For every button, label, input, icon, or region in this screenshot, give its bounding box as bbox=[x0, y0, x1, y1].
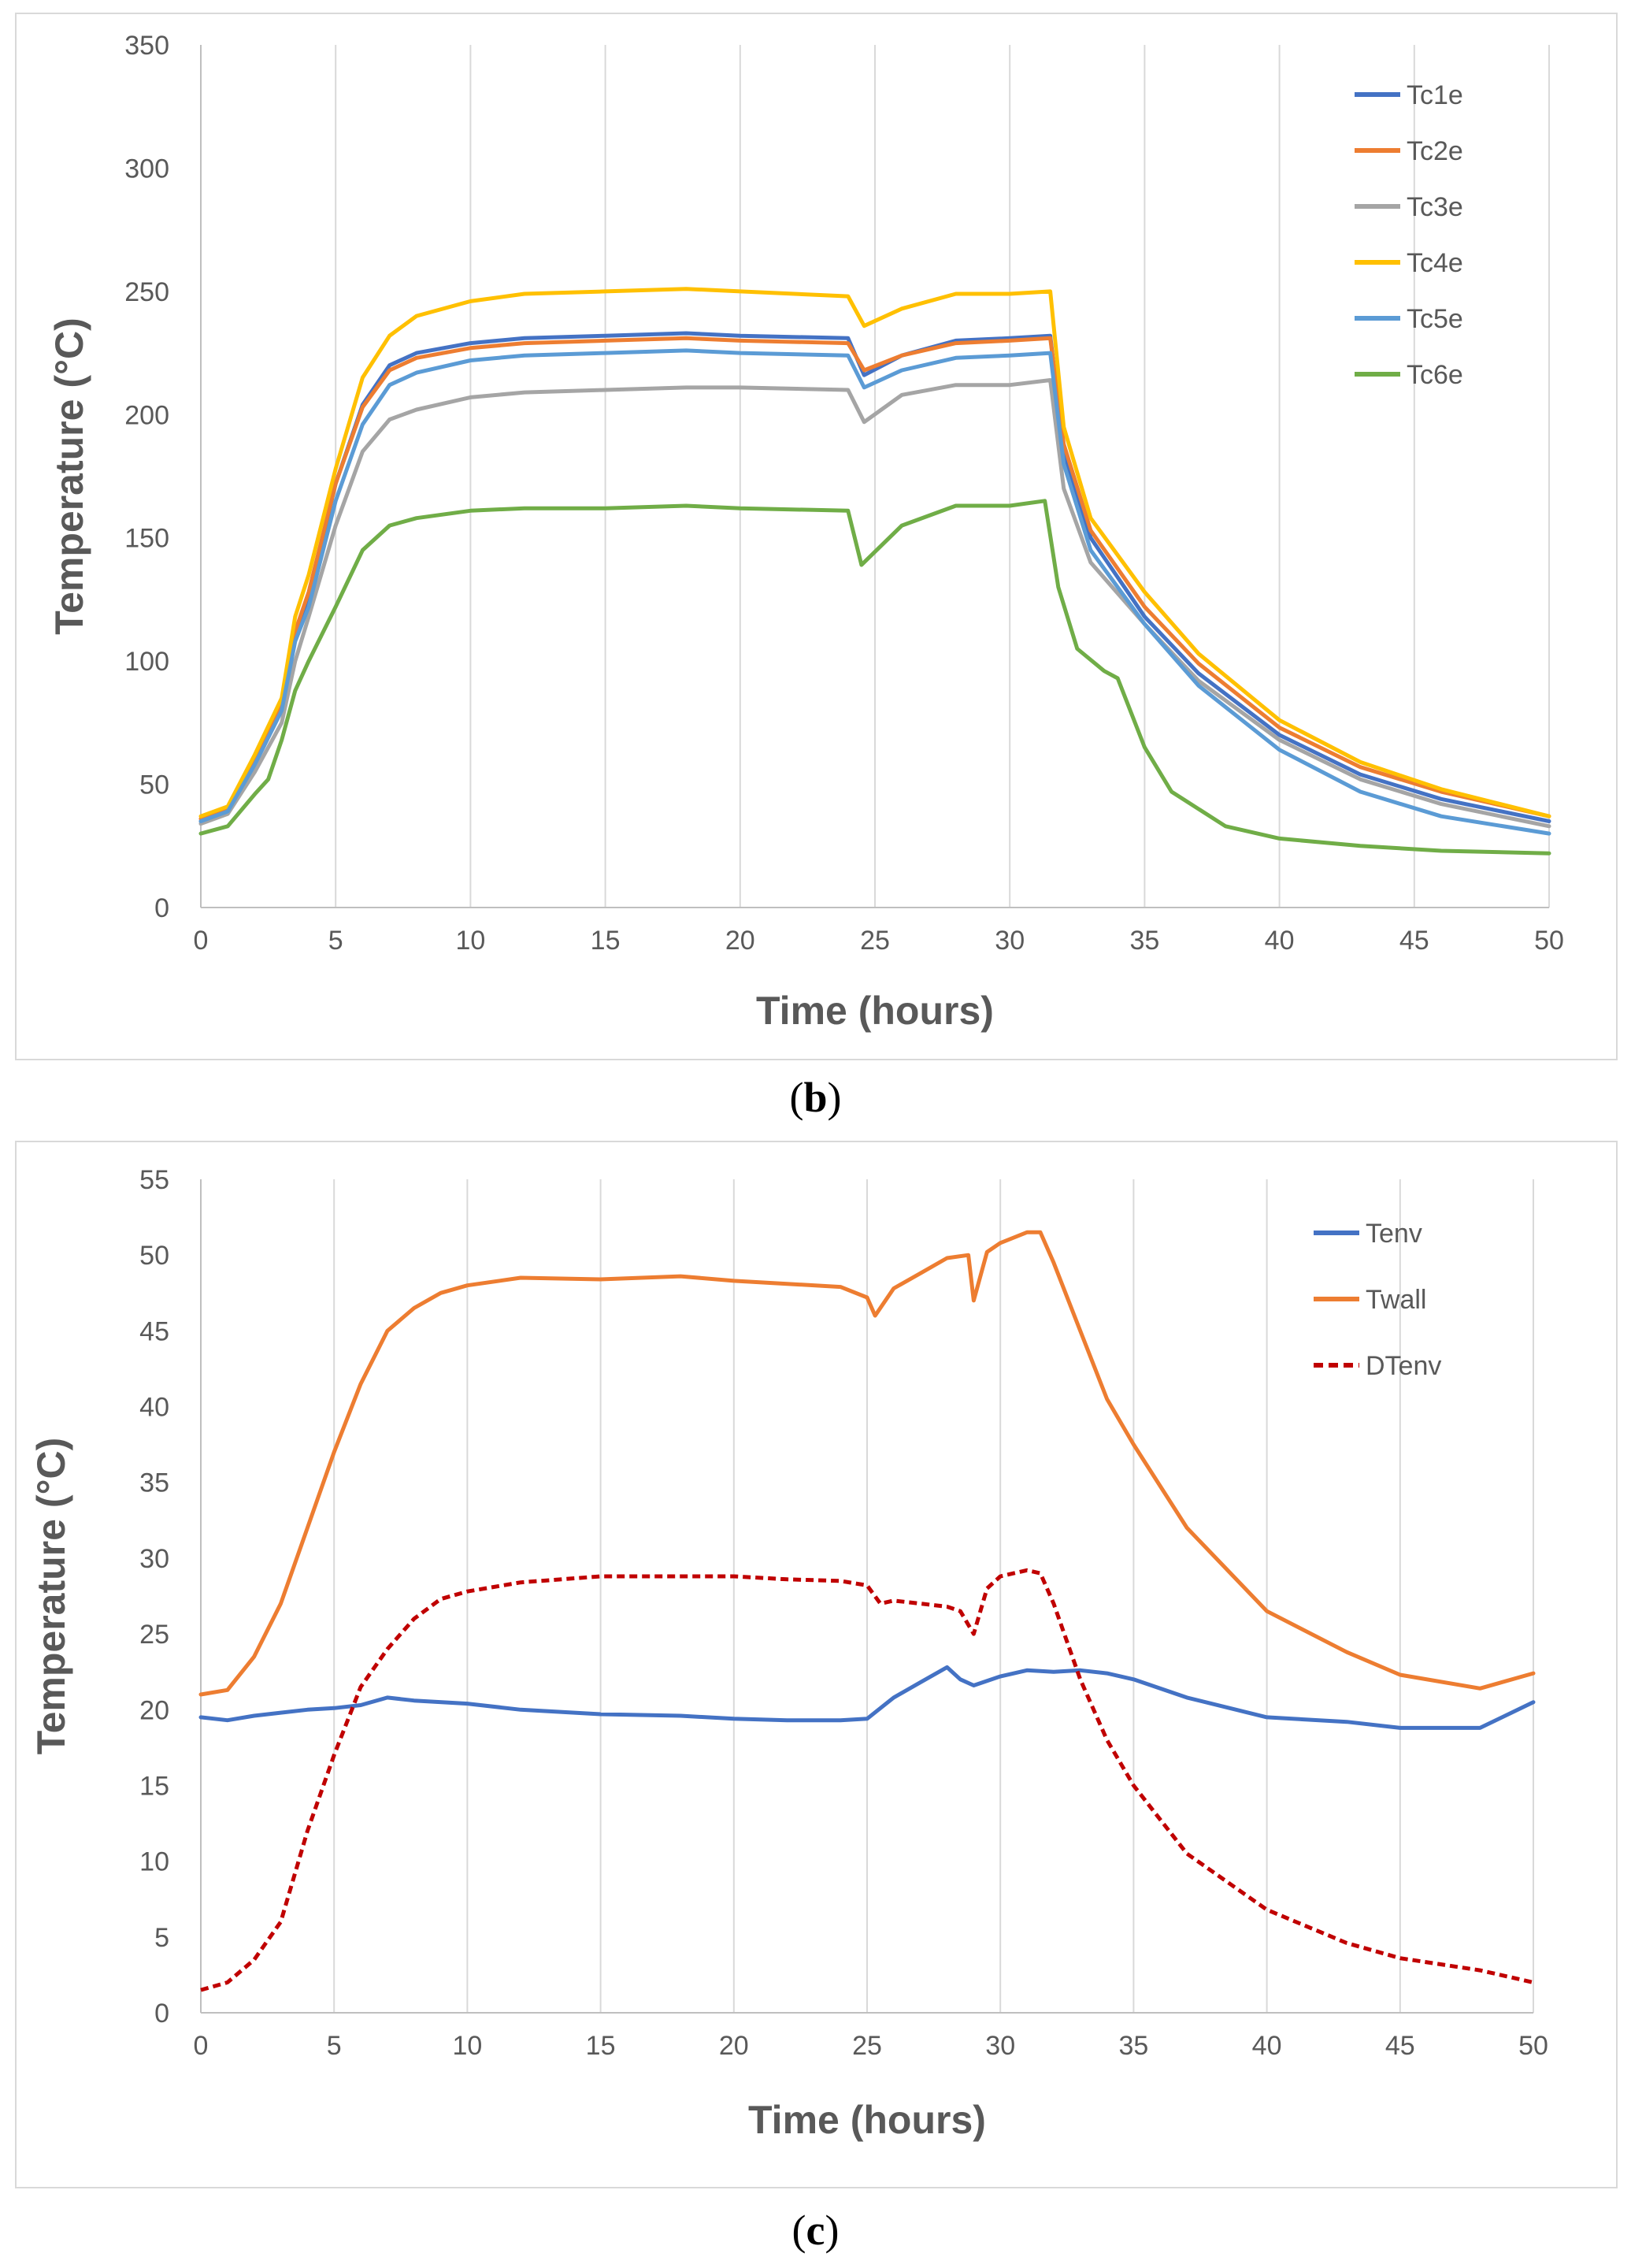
y-tick-label-c-30: 30 bbox=[139, 1544, 169, 1574]
legend-label-c-twall: Twall bbox=[1366, 1285, 1426, 1315]
series-line-c-dtenv bbox=[200, 1568, 1534, 1992]
x-tick-label-b-25: 25 bbox=[860, 926, 890, 956]
chart-panel-c bbox=[15, 1141, 1618, 2188]
series-line-c-twall bbox=[198, 1230, 1536, 1697]
x-tick-label-c-40: 40 bbox=[1252, 2031, 1282, 2061]
y-tick-label-c-45: 45 bbox=[139, 1316, 169, 1346]
panel-caption-c: (c) bbox=[791, 2207, 840, 2254]
legend-label-b-tc2e: Tc2e bbox=[1407, 136, 1463, 166]
x-tick-label-c-15: 15 bbox=[586, 2031, 616, 2061]
x-tick-label-b-10: 10 bbox=[455, 926, 485, 956]
x-tick-label-b-45: 45 bbox=[1399, 926, 1429, 956]
y-tick-label-c-55: 55 bbox=[139, 1165, 169, 1195]
series-line-c-tenv bbox=[198, 1665, 1536, 1730]
legend-label-b-tc3e: Tc3e bbox=[1407, 192, 1463, 222]
x-tick-label-c-5: 5 bbox=[327, 2031, 342, 2061]
x-tick-label-b-30: 30 bbox=[995, 926, 1025, 956]
x-tick-label-c-25: 25 bbox=[852, 2031, 882, 2061]
caption-letter-b: b bbox=[803, 1074, 828, 1121]
legend-label-b-tc1e: Tc1e bbox=[1407, 80, 1463, 110]
panel-caption-b: (b) bbox=[789, 1074, 842, 1121]
x-tick-label-b-15: 15 bbox=[591, 926, 621, 956]
legend-label-c-tenv: Tenv bbox=[1366, 1219, 1422, 1249]
series-line-b-tc2e bbox=[198, 336, 1551, 821]
x-tick-label-c-45: 45 bbox=[1385, 2031, 1415, 2061]
chart-panel-b bbox=[15, 13, 1618, 1060]
series-line-b-tc4e bbox=[198, 287, 1551, 818]
y-tick-label-c-25: 25 bbox=[139, 1620, 169, 1650]
y-tick-label-b-350: 350 bbox=[124, 31, 169, 61]
y-tick-label-b-100: 100 bbox=[124, 647, 169, 677]
x-tick-label-c-20: 20 bbox=[719, 2031, 749, 2061]
x-tick-label-c-50: 50 bbox=[1518, 2031, 1548, 2061]
y-tick-label-b-0: 0 bbox=[154, 893, 169, 923]
x-tick-label-b-0: 0 bbox=[194, 926, 209, 956]
caption-letter-c: c bbox=[806, 2207, 825, 2254]
x-tick-label-c-30: 30 bbox=[985, 2031, 1015, 2061]
y-tick-label-c-10: 10 bbox=[139, 1847, 169, 1877]
x-tick-label-c-10: 10 bbox=[452, 2031, 482, 2061]
y-tick-label-c-20: 20 bbox=[139, 1695, 169, 1725]
x-tick-label-b-5: 5 bbox=[328, 926, 343, 956]
x-axis-title-c: Time (hours) bbox=[748, 2098, 986, 2142]
x-tick-label-b-20: 20 bbox=[725, 926, 755, 956]
legend-label-c-dtenv: DTenv bbox=[1366, 1351, 1441, 1381]
x-tick-label-b-50: 50 bbox=[1534, 926, 1564, 956]
y-axis-title-c: Temperature (°C) bbox=[29, 1438, 73, 1754]
y-tick-label-b-50: 50 bbox=[139, 770, 169, 800]
y-tick-label-c-40: 40 bbox=[139, 1393, 169, 1423]
y-tick-label-c-15: 15 bbox=[139, 1771, 169, 1801]
y-axis-title-b: Temperature (°C) bbox=[47, 317, 91, 634]
legend-label-b-tc5e: Tc5e bbox=[1407, 304, 1463, 334]
y-tick-label-b-200: 200 bbox=[124, 400, 169, 430]
x-axis-title-b: Time (hours) bbox=[756, 989, 994, 1033]
legend-label-b-tc4e: Tc4e bbox=[1407, 248, 1463, 278]
x-tick-label-c-0: 0 bbox=[194, 2031, 209, 2061]
x-tick-label-b-40: 40 bbox=[1265, 926, 1295, 956]
y-tick-label-c-50: 50 bbox=[139, 1241, 169, 1271]
y-tick-label-b-150: 150 bbox=[124, 524, 169, 554]
series-line-b-tc5e bbox=[198, 348, 1551, 836]
y-tick-label-c-35: 35 bbox=[139, 1468, 169, 1498]
x-tick-label-b-35: 35 bbox=[1129, 926, 1159, 956]
series-line-b-tc6e bbox=[198, 499, 1551, 856]
y-tick-label-b-250: 250 bbox=[124, 277, 169, 307]
legend-label-b-tc6e: Tc6e bbox=[1407, 360, 1463, 390]
y-tick-label-c-0: 0 bbox=[154, 1999, 169, 2029]
y-tick-label-b-300: 300 bbox=[124, 154, 169, 184]
x-tick-label-c-35: 35 bbox=[1118, 2031, 1148, 2061]
y-tick-label-c-5: 5 bbox=[154, 1923, 169, 1953]
